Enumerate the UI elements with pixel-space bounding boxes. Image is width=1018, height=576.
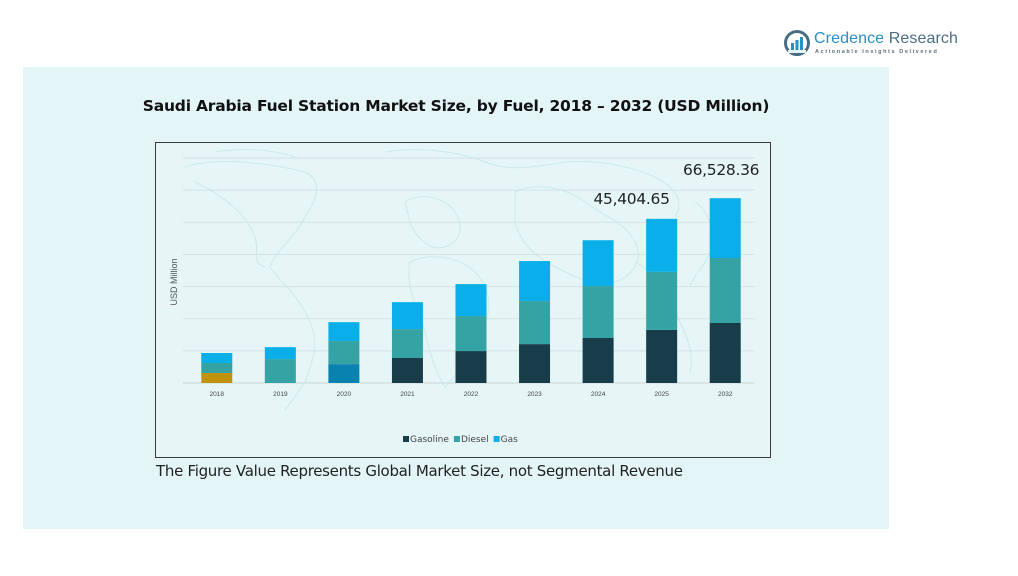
bar-segment-gasoline-2025: [646, 329, 678, 383]
bar-segment-diesel-2018: [201, 363, 233, 373]
footnote: The Figure Value Represents Global Marke…: [156, 462, 683, 480]
brand-name-part1: Credence: [814, 30, 885, 47]
bar-segment-diesel-2023: [519, 301, 551, 345]
x-tick-label: 2018: [210, 391, 225, 398]
bar-segment-diesel-2020: [328, 341, 360, 365]
bar-segment-gas-2023: [519, 261, 551, 302]
bar-segment-diesel-2022: [455, 316, 487, 352]
bar-segment-gas-2019: [264, 347, 296, 360]
bar-segment-gas-2021: [391, 302, 423, 330]
bar-segment-gasoline-2021: [391, 358, 423, 383]
bar-segment-gas-2022: [455, 284, 487, 317]
x-tick-label: 2022: [464, 391, 479, 398]
bar-segment-diesel-2025: [646, 271, 678, 330]
bar-segment-gasoline-2024: [582, 338, 614, 383]
bar-segment-diesel-2021: [391, 329, 423, 358]
chart-title: Saudi Arabia Fuel Station Market Size, b…: [142, 97, 770, 115]
bar-segment-gas-2024: [582, 240, 614, 287]
legend: Gasoline Diesel Gas: [403, 435, 518, 445]
brand-name: Credence Research: [814, 30, 958, 48]
legend-swatch-gasoline: [403, 436, 409, 442]
legend-swatch-gas: [493, 436, 500, 442]
bar-segment-gas-2032: [709, 198, 741, 258]
bar-segment-diesel-2024: [582, 286, 614, 338]
bar-chart-logo-icon: [784, 30, 810, 56]
value-annotations: 45,404.65 66,528.36: [593, 161, 759, 208]
legend-label-gasoline: Gasoline: [410, 435, 449, 445]
x-tick-label: 2020: [337, 391, 352, 398]
bar-segment-diesel-2019: [264, 359, 296, 383]
bar-segment-gasoline-2023: [519, 344, 551, 383]
bar-segment-gasoline-2018: [201, 373, 233, 383]
bars: [201, 198, 741, 383]
bar-segment-gas-2020: [328, 322, 360, 342]
bar-segment-gasoline-2020: [328, 364, 360, 383]
value-label-2025: 45,404.65: [593, 190, 669, 208]
bar-segment-gas-2018: [201, 353, 233, 363]
x-tick-labels: 2018 2019 2020 2021 2022 2023 2024 2025 2032: [210, 391, 733, 398]
y-axis-label: USD Million: [169, 258, 179, 305]
x-tick-label: 2019: [273, 391, 288, 398]
x-tick-label: 2032: [718, 391, 733, 398]
stacked-bar-chart: 2018 2019 2020 2021 2022 2023 2024 2025 2032 45,…: [169, 149, 760, 445]
brand-logo: Credence Research Actionable Insights De…: [784, 29, 958, 59]
bar-segment-gasoline-2022: [455, 351, 487, 383]
brand-tagline: Actionable Insights Delivered: [815, 49, 939, 55]
brand-name-part2: Research: [884, 30, 959, 47]
bar-segment-gas-2025: [646, 218, 678, 272]
legend-swatch-diesel: [453, 436, 460, 442]
x-tick-label: 2025: [654, 391, 669, 398]
value-label-2032: 66,528.36: [683, 161, 759, 179]
x-tick-label: 2023: [527, 391, 542, 398]
world-map-background: [184, 149, 713, 411]
x-tick-label: 2024: [591, 391, 606, 398]
legend-label-diesel: Diesel: [461, 435, 489, 445]
bar-segment-gasoline-2032: [709, 323, 741, 383]
x-tick-label: 2021: [400, 391, 415, 398]
legend-label-gas: Gas: [501, 435, 518, 445]
bar-segment-diesel-2032: [709, 258, 741, 323]
